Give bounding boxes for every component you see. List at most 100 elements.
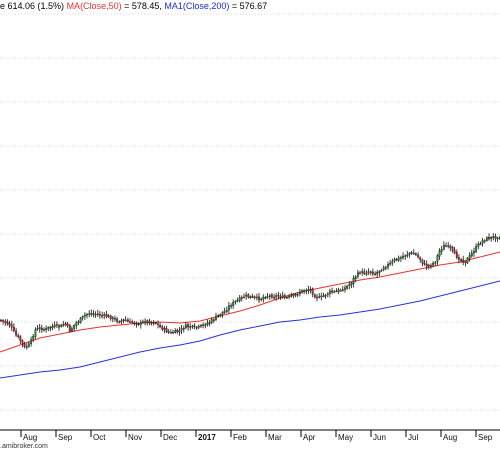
candle-body (45, 328, 48, 330)
candle-body (391, 261, 394, 264)
candle-body (384, 266, 387, 269)
candle-body (10, 324, 13, 328)
candle (232, 299, 235, 309)
candle (462, 255, 465, 266)
candle-body (32, 336, 35, 340)
candle (58, 323, 60, 331)
candle (307, 285, 310, 294)
candle-body (27, 343, 30, 347)
candle (328, 288, 331, 298)
candle-body (225, 310, 228, 312)
candle-body (292, 294, 295, 296)
candle (354, 275, 357, 283)
candle-body (410, 252, 413, 254)
candle-body (414, 253, 417, 256)
candle-body (6, 321, 9, 325)
candle (440, 245, 443, 255)
candle (387, 261, 389, 270)
candle-body (301, 290, 303, 293)
candle (107, 313, 110, 318)
candle (202, 322, 205, 329)
candle-body (236, 299, 239, 302)
ma50-line-group (0, 251, 500, 353)
candle-body (324, 295, 327, 297)
candle-body (98, 314, 101, 316)
candle-body (83, 314, 86, 317)
candle-body (449, 245, 452, 248)
candle-body (339, 290, 342, 292)
candle-body (240, 296, 243, 299)
candle-body (438, 250, 441, 257)
candle-body (447, 245, 450, 247)
candle (348, 281, 351, 290)
candle (32, 334, 35, 342)
candle (251, 293, 254, 298)
candle (94, 311, 97, 318)
candle (423, 259, 426, 266)
candle (311, 287, 314, 298)
candle-body (311, 288, 314, 295)
candle-body (455, 252, 458, 258)
candle-body (182, 328, 185, 330)
candlesticks (0, 233, 500, 350)
candle (146, 319, 149, 326)
candle-body (238, 297, 241, 301)
candle-body (107, 315, 110, 317)
candle (137, 322, 140, 326)
candle (346, 284, 349, 290)
candle-body (174, 330, 177, 333)
candle-body (202, 324, 205, 326)
candle (189, 323, 192, 331)
candle-body (395, 258, 398, 261)
candle (38, 323, 41, 333)
candle-body (92, 313, 95, 315)
candle (90, 309, 93, 317)
candle (283, 293, 286, 300)
candle (445, 242, 447, 248)
candle (393, 257, 396, 263)
candle (408, 252, 411, 258)
candle-body (361, 271, 364, 273)
candle-body (322, 295, 325, 297)
candle (215, 312, 217, 321)
candle (75, 320, 78, 330)
candle (116, 316, 119, 324)
candle-body (58, 325, 60, 328)
candle-body (193, 325, 196, 327)
candle (382, 265, 385, 272)
candle-body (210, 319, 213, 323)
candle-body (266, 296, 269, 298)
candle-body (15, 330, 18, 336)
candle-body (249, 296, 252, 299)
ma200-line (0, 280, 500, 379)
candle (253, 295, 256, 300)
candle (17, 333, 20, 339)
candle-body (393, 259, 396, 262)
candle-body (150, 322, 153, 324)
candle-body (421, 259, 424, 264)
candle (234, 300, 237, 305)
x-tick-label: May (338, 433, 353, 442)
candle (129, 318, 131, 323)
candle-body (344, 287, 346, 290)
candle-body (159, 324, 162, 328)
candle (43, 327, 45, 332)
candle-body (120, 320, 123, 322)
candle-body (118, 321, 121, 323)
candle-body (468, 255, 471, 259)
candle-body (105, 313, 108, 317)
candle-body (288, 295, 291, 298)
candle-body (408, 253, 411, 255)
candle-body (129, 321, 131, 323)
candle-body (380, 270, 383, 272)
candle (55, 321, 58, 328)
candle-body (290, 295, 293, 297)
candle (131, 319, 134, 325)
candle-body (477, 243, 480, 247)
candle (268, 293, 271, 300)
candle (455, 249, 458, 260)
candle-body (34, 329, 37, 337)
candle (88, 310, 91, 318)
candle (350, 281, 353, 289)
